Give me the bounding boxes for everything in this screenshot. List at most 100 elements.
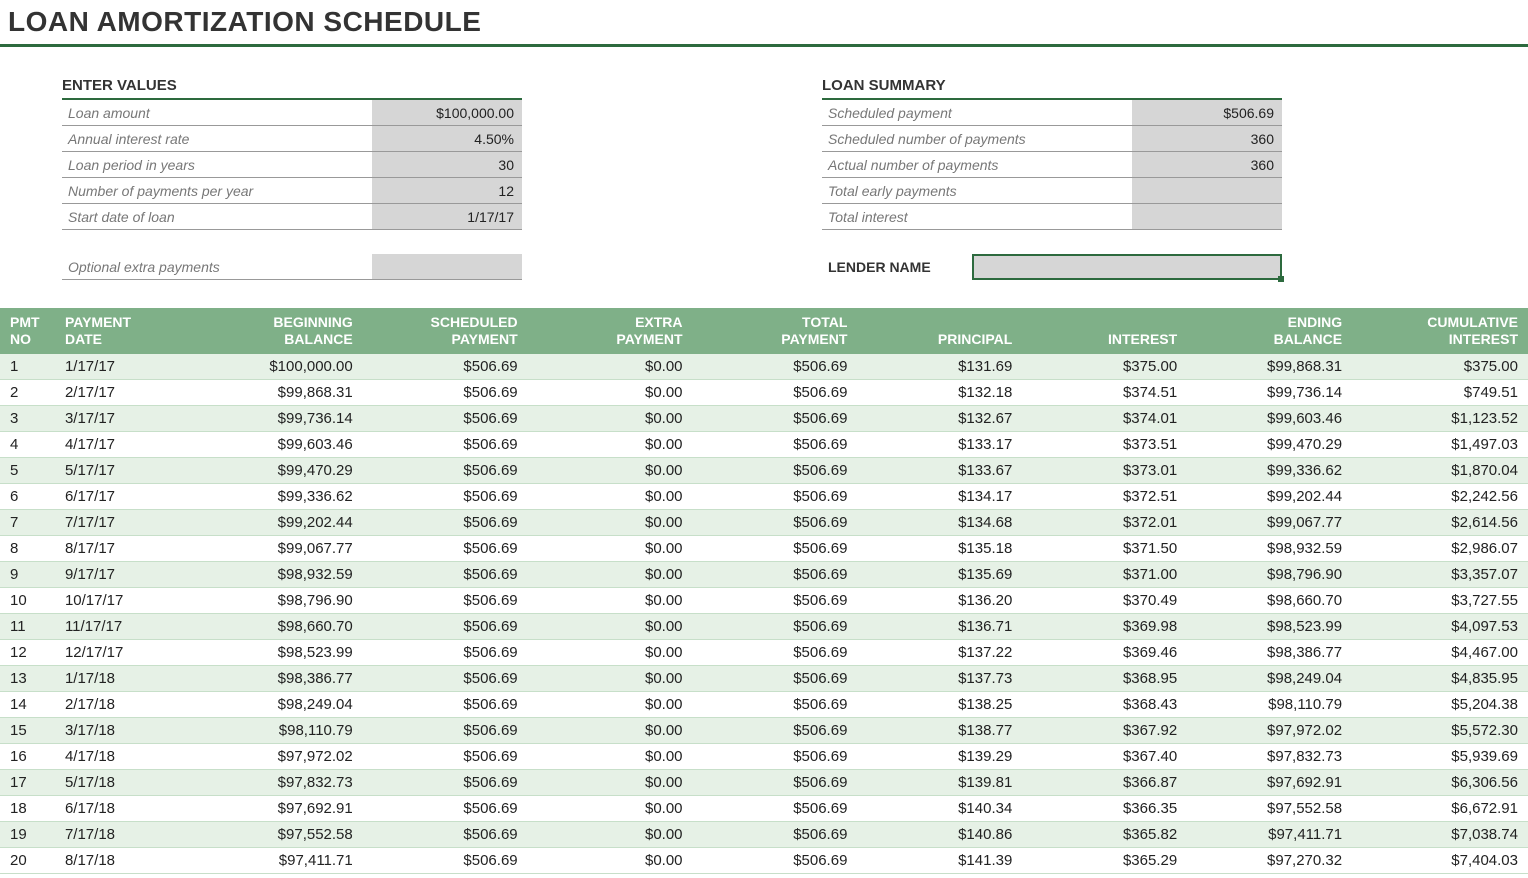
table-cell[interactable]: $0.00 — [528, 509, 693, 535]
table-cell[interactable]: $137.73 — [857, 665, 1022, 691]
table-cell[interactable]: $506.69 — [363, 795, 528, 821]
table-cell[interactable]: $97,832.73 — [198, 769, 363, 795]
table-cell[interactable]: $373.51 — [1022, 431, 1187, 457]
table-cell[interactable]: $0.00 — [528, 379, 693, 405]
table-cell[interactable]: 1 — [0, 354, 55, 380]
table-cell[interactable]: $140.34 — [857, 795, 1022, 821]
table-cell[interactable]: $2,242.56 — [1352, 483, 1528, 509]
table-cell[interactable]: $133.67 — [857, 457, 1022, 483]
table-cell[interactable]: $0.00 — [528, 613, 693, 639]
table-cell[interactable]: $132.67 — [857, 405, 1022, 431]
table-cell[interactable]: $133.17 — [857, 431, 1022, 457]
table-cell[interactable]: 6 — [0, 483, 55, 509]
table-cell[interactable]: $138.25 — [857, 691, 1022, 717]
table-cell[interactable]: $506.69 — [693, 509, 858, 535]
table-cell[interactable]: $2,614.56 — [1352, 509, 1528, 535]
kv-value[interactable]: 1/17/17 — [372, 204, 522, 229]
table-cell[interactable]: 6/17/17 — [55, 483, 198, 509]
table-cell[interactable]: $3,357.07 — [1352, 561, 1528, 587]
table-cell[interactable]: $0.00 — [528, 769, 693, 795]
table-cell[interactable]: $99,868.31 — [1187, 354, 1352, 380]
table-cell[interactable]: $506.69 — [363, 691, 528, 717]
table-cell[interactable]: $98,796.90 — [198, 587, 363, 613]
table-cell[interactable]: $506.69 — [363, 717, 528, 743]
table-cell[interactable]: $372.51 — [1022, 483, 1187, 509]
table-cell[interactable]: $506.69 — [363, 405, 528, 431]
table-cell[interactable]: $98,249.04 — [198, 691, 363, 717]
kv-value[interactable]: 30 — [372, 152, 522, 177]
table-cell[interactable]: $369.98 — [1022, 613, 1187, 639]
table-cell[interactable]: 7/17/17 — [55, 509, 198, 535]
table-cell[interactable]: $132.18 — [857, 379, 1022, 405]
table-cell[interactable]: $135.69 — [857, 561, 1022, 587]
table-cell[interactable]: 2/17/17 — [55, 379, 198, 405]
table-cell[interactable]: $4,467.00 — [1352, 639, 1528, 665]
table-cell[interactable]: 8 — [0, 535, 55, 561]
table-cell[interactable]: $97,832.73 — [1187, 743, 1352, 769]
table-cell[interactable]: $372.01 — [1022, 509, 1187, 535]
table-cell[interactable]: $506.69 — [363, 354, 528, 380]
kv-value[interactable]: $100,000.00 — [372, 100, 522, 125]
table-cell[interactable]: 16 — [0, 743, 55, 769]
table-cell[interactable]: 13 — [0, 665, 55, 691]
table-cell[interactable]: $99,470.29 — [198, 457, 363, 483]
table-cell[interactable]: $97,552.58 — [1187, 795, 1352, 821]
table-cell[interactable]: 3/17/17 — [55, 405, 198, 431]
table-cell[interactable]: $0.00 — [528, 405, 693, 431]
table-cell[interactable]: $6,306.56 — [1352, 769, 1528, 795]
table-cell[interactable]: $98,110.79 — [1187, 691, 1352, 717]
table-cell[interactable]: 9 — [0, 561, 55, 587]
table-cell[interactable]: $506.69 — [693, 405, 858, 431]
table-cell[interactable]: $506.69 — [693, 535, 858, 561]
table-cell[interactable]: $7,038.74 — [1352, 821, 1528, 847]
table-cell[interactable]: $135.18 — [857, 535, 1022, 561]
table-cell[interactable]: $0.00 — [528, 691, 693, 717]
table-cell[interactable]: $506.69 — [363, 665, 528, 691]
table-cell[interactable]: $373.01 — [1022, 457, 1187, 483]
table-cell[interactable]: $137.22 — [857, 639, 1022, 665]
table-cell[interactable]: 2 — [0, 379, 55, 405]
table-cell[interactable]: 5 — [0, 457, 55, 483]
table-cell[interactable]: $506.69 — [693, 431, 858, 457]
table-cell[interactable]: 2/17/18 — [55, 691, 198, 717]
table-cell[interactable]: $0.00 — [528, 431, 693, 457]
table-cell[interactable]: $506.69 — [693, 769, 858, 795]
table-cell[interactable]: $7,404.03 — [1352, 847, 1528, 873]
table-cell[interactable]: $368.43 — [1022, 691, 1187, 717]
table-cell[interactable]: 9/17/17 — [55, 561, 198, 587]
table-cell[interactable]: 4/17/18 — [55, 743, 198, 769]
table-cell[interactable]: $98,523.99 — [198, 639, 363, 665]
table-cell[interactable]: $134.17 — [857, 483, 1022, 509]
table-cell[interactable]: $0.00 — [528, 743, 693, 769]
table-cell[interactable]: $3,727.55 — [1352, 587, 1528, 613]
table-cell[interactable]: $6,672.91 — [1352, 795, 1528, 821]
table-cell[interactable]: 3 — [0, 405, 55, 431]
table-cell[interactable]: $749.51 — [1352, 379, 1528, 405]
table-cell[interactable]: $506.69 — [363, 821, 528, 847]
table-cell[interactable]: $506.69 — [693, 821, 858, 847]
table-cell[interactable]: $99,067.77 — [1187, 509, 1352, 535]
table-cell[interactable]: $506.69 — [693, 354, 858, 380]
table-cell[interactable]: $98,660.70 — [1187, 587, 1352, 613]
table-cell[interactable]: $97,552.58 — [198, 821, 363, 847]
kv-value[interactable]: 4.50% — [372, 126, 522, 151]
table-cell[interactable]: $0.00 — [528, 821, 693, 847]
table-cell[interactable]: $506.69 — [363, 509, 528, 535]
table-cell[interactable]: 4 — [0, 431, 55, 457]
table-cell[interactable]: 1/17/17 — [55, 354, 198, 380]
table-cell[interactable]: 10 — [0, 587, 55, 613]
table-cell[interactable]: $99,603.46 — [198, 431, 363, 457]
table-cell[interactable]: $98,386.77 — [1187, 639, 1352, 665]
table-cell[interactable]: $97,692.91 — [198, 795, 363, 821]
table-cell[interactable]: $506.69 — [363, 561, 528, 587]
table-cell[interactable]: $506.69 — [363, 483, 528, 509]
table-cell[interactable]: $370.49 — [1022, 587, 1187, 613]
table-cell[interactable]: $506.69 — [363, 769, 528, 795]
table-cell[interactable]: 12 — [0, 639, 55, 665]
table-cell[interactable]: 8/17/17 — [55, 535, 198, 561]
table-cell[interactable]: 20 — [0, 847, 55, 873]
table-cell[interactable]: $368.95 — [1022, 665, 1187, 691]
table-cell[interactable]: $0.00 — [528, 665, 693, 691]
table-cell[interactable]: $1,123.52 — [1352, 405, 1528, 431]
table-cell[interactable]: $367.40 — [1022, 743, 1187, 769]
